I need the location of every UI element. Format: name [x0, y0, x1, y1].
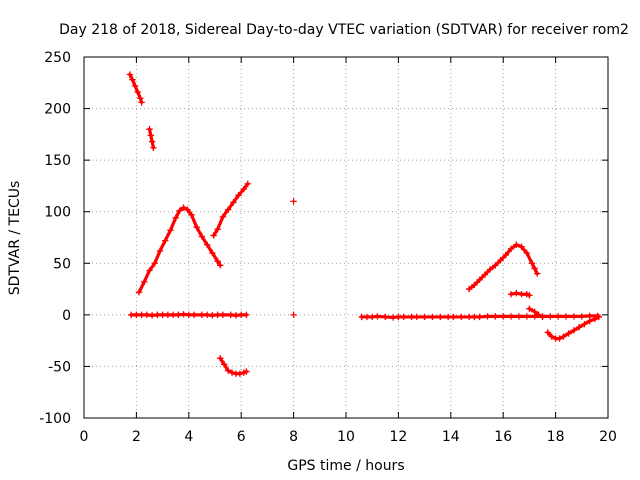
- x-tick-label: 2: [132, 429, 141, 445]
- y-tick-label: -50: [48, 359, 71, 375]
- data-trace: [150, 139, 156, 150]
- x-tick-label: 14: [442, 429, 460, 445]
- series-sat-high-decline: [126, 71, 145, 106]
- data-trace: [195, 225, 204, 239]
- data-trace: [158, 238, 167, 253]
- data-points: [126, 71, 603, 377]
- axis-ticks: [83, 56, 609, 419]
- series-zero-line-late: [358, 312, 601, 321]
- series-tail-down: [526, 305, 546, 321]
- y-tick-label: 250: [44, 50, 71, 66]
- data-trace: [137, 280, 146, 294]
- series-arc-rise-fall: [135, 204, 224, 296]
- y-tick-label: 200: [44, 102, 71, 118]
- series-step-twenty: [507, 289, 533, 299]
- data-trace: [163, 228, 173, 243]
- series-arc-sixteen: [465, 241, 541, 293]
- x-tick-label: 0: [80, 429, 89, 445]
- data-trace: [525, 251, 534, 265]
- data-point: [290, 198, 297, 205]
- y-tick-label: 150: [44, 153, 71, 169]
- data-point: [290, 311, 297, 319]
- series-ramp-to-six: [210, 180, 251, 239]
- data-trace: [533, 266, 539, 276]
- data-trace: [200, 234, 209, 247]
- data-trace: [525, 292, 532, 297]
- y-tick-labels: -100 -50 0 50 100 150 200 250: [39, 50, 71, 427]
- grid-lines: [84, 57, 608, 418]
- data-trace: [168, 216, 178, 232]
- series-sat-high-decline-2: [146, 126, 157, 151]
- x-axis-label: GPS time / hours: [287, 458, 404, 474]
- data-trace: [242, 182, 250, 191]
- data-trace: [593, 315, 601, 321]
- series-isolated-eight: [290, 198, 297, 319]
- series-dip-below-zero: [217, 354, 250, 377]
- data-trace: [216, 215, 225, 231]
- data-trace: [138, 96, 144, 104]
- y-axis-label: SDTVAR / TECUs: [7, 181, 23, 296]
- data-trace: [216, 259, 222, 267]
- x-tick-label: 10: [337, 429, 355, 445]
- data-trace: [210, 251, 220, 263]
- x-tick-label: 6: [237, 429, 246, 445]
- x-tick-label: 16: [494, 429, 512, 445]
- data-trace: [205, 243, 214, 255]
- data-trace: [189, 213, 199, 229]
- data-trace: [242, 369, 249, 375]
- y-tick-label: -100: [39, 411, 71, 427]
- data-trace: [153, 249, 162, 265]
- y-tick-label: 100: [44, 205, 71, 221]
- series-zero-line-early: [127, 311, 250, 319]
- x-tick-labels: 0 2 4 6 8 10 12 14 16 18 20: [80, 429, 617, 445]
- x-tick-label: 20: [599, 429, 617, 445]
- x-tick-label: 12: [389, 429, 407, 445]
- data-trace: [536, 313, 545, 319]
- y-tick-label: 0: [62, 308, 71, 324]
- x-tick-label: 4: [184, 429, 193, 445]
- data-trace: [142, 268, 152, 284]
- y-tick-label: 50: [53, 256, 71, 272]
- x-tick-label: 8: [289, 429, 298, 445]
- x-tick-label: 18: [547, 429, 565, 445]
- chart-title: Day 218 of 2018, Sidereal Day-to-day VTE…: [59, 22, 629, 38]
- series-dip-eighteen: [544, 313, 603, 342]
